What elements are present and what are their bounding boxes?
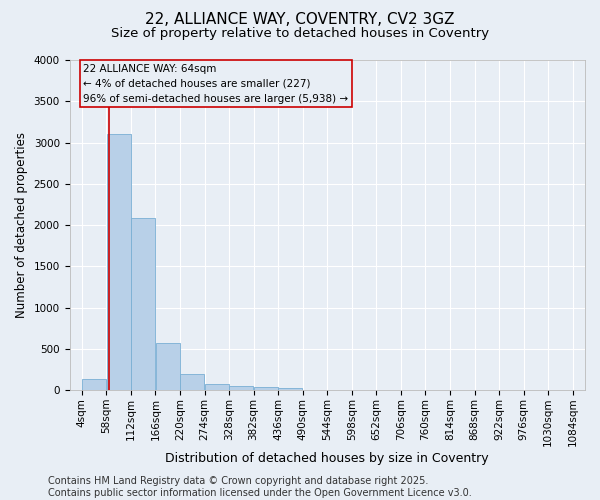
Bar [131, 218, 155, 390]
Text: 22 ALLIANCE WAY: 64sqm
← 4% of detached houses are smaller (227)
96% of semi-det: 22 ALLIANCE WAY: 64sqm ← 4% of detached … [83, 64, 348, 104]
Bar [155, 342, 180, 390]
X-axis label: Distribution of detached houses by size in Coventry: Distribution of detached houses by size … [166, 452, 489, 465]
Bar [229, 386, 253, 390]
Text: Contains HM Land Registry data © Crown copyright and database right 2025.
Contai: Contains HM Land Registry data © Crown c… [48, 476, 472, 498]
Text: Size of property relative to detached houses in Coventry: Size of property relative to detached ho… [111, 28, 489, 40]
Bar [107, 134, 131, 390]
Bar [278, 388, 302, 390]
Bar [205, 384, 229, 390]
Bar [180, 374, 204, 390]
Bar [82, 380, 106, 390]
Y-axis label: Number of detached properties: Number of detached properties [15, 132, 28, 318]
Text: 22, ALLIANCE WAY, COVENTRY, CV2 3GZ: 22, ALLIANCE WAY, COVENTRY, CV2 3GZ [145, 12, 455, 28]
Bar [254, 388, 278, 390]
